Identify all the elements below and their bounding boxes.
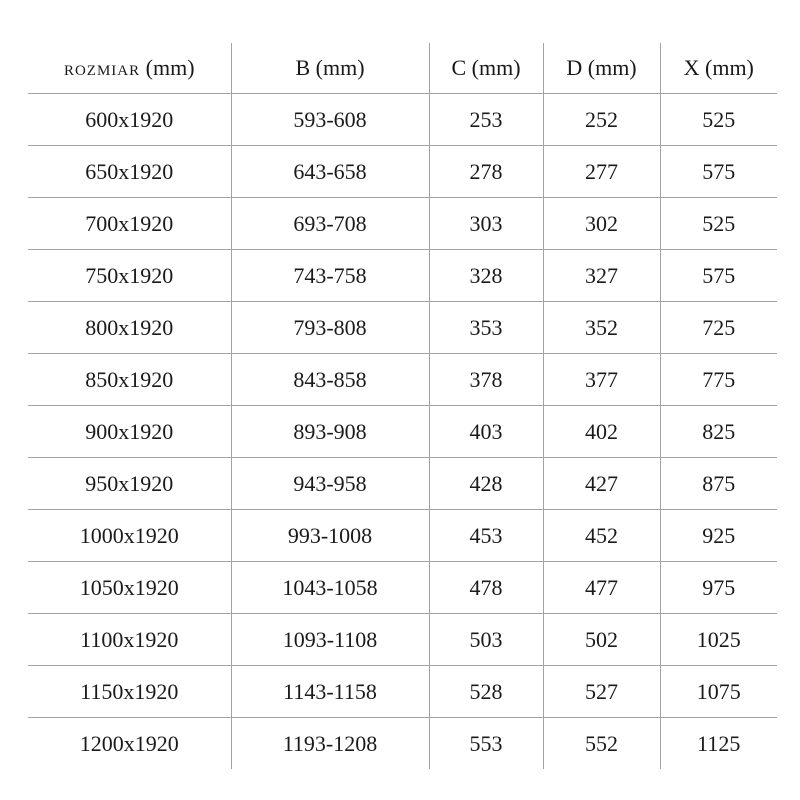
table-row: 1000x1920 993-1008 453 452 925 — [28, 509, 777, 562]
table-cell: 478 — [429, 561, 544, 614]
table-row: 850x1920 843-858 378 377 775 — [28, 353, 777, 406]
header-label: ROZMIAR — [63, 63, 141, 79]
table-cell: 253 — [429, 93, 544, 146]
table-cell: 502 — [543, 613, 661, 666]
dimension-spec-table: ROZMIAR (mm) B (mm) C (mm) D (mm) X (mm) 600… — [28, 43, 777, 769]
table-cell: 1043-1058 — [231, 561, 430, 614]
table-cell: 575 — [660, 145, 777, 198]
table-cell: 750x1920 — [28, 249, 232, 302]
header-unit: (mm) — [471, 55, 521, 80]
header-cell-c: C (mm) — [429, 43, 544, 94]
table-row: 950x1920 943-958 428 427 875 — [28, 457, 777, 510]
header-unit: (mm) — [705, 55, 754, 80]
table-cell: 850x1920 — [28, 353, 232, 406]
table-cell: 1050x1920 — [28, 561, 232, 614]
header-row: ROZMIAR (mm) B (mm) C (mm) D (mm) X (mm) — [28, 43, 777, 94]
table-cell: 1100x1920 — [28, 613, 232, 666]
table-cell: 943-958 — [231, 457, 430, 510]
table-cell: 575 — [660, 249, 777, 302]
table-cell: 378 — [429, 353, 544, 406]
table-cell: 353 — [429, 301, 544, 354]
table-cell: 428 — [429, 457, 544, 510]
table-cell: 893-908 — [231, 405, 430, 458]
table-row: 650x1920 643-658 278 277 575 — [28, 145, 777, 198]
table-cell: 643-658 — [231, 145, 430, 198]
table-cell: 1000x1920 — [28, 509, 232, 562]
table-cell: 303 — [429, 197, 544, 250]
table-cell: 1093-1108 — [231, 613, 430, 666]
header-cell-b: B (mm) — [231, 43, 430, 94]
table-cell: 1075 — [660, 665, 777, 718]
table-cell: 993-1008 — [231, 509, 430, 562]
table-cell: 875 — [660, 457, 777, 510]
header-cell-x: X (mm) — [660, 43, 777, 94]
table-cell: 1150x1920 — [28, 665, 232, 718]
table-row: 1200x1920 1193-1208 553 552 1125 — [28, 717, 777, 769]
table-cell: 278 — [429, 145, 544, 198]
table-cell: 328 — [429, 249, 544, 302]
table-cell: 775 — [660, 353, 777, 406]
table-cell: 277 — [543, 145, 661, 198]
table-cell: 453 — [429, 509, 544, 562]
table-cell: 525 — [660, 93, 777, 146]
table-cell: 403 — [429, 405, 544, 458]
table-cell: 975 — [660, 561, 777, 614]
table-row: 1050x1920 1043-1058 478 477 975 — [28, 561, 777, 614]
table-body: 600x1920 593-608 253 252 525 650x1920 643-658 2… — [28, 93, 777, 769]
table-cell: 743-758 — [231, 249, 430, 302]
table-cell: 252 — [543, 93, 661, 146]
table-row: 600x1920 593-608 253 252 525 — [28, 93, 777, 146]
table-row: 750x1920 743-758 328 327 575 — [28, 249, 777, 302]
table-cell: 843-858 — [231, 353, 430, 406]
table-cell: 693-708 — [231, 197, 430, 250]
table-cell: 1143-1158 — [231, 665, 430, 718]
table-cell: 1125 — [697, 730, 741, 756]
table-cell: 528 — [429, 665, 544, 718]
header-cell-rozmiar: ROZMIAR (mm) — [28, 43, 232, 94]
table-cell: 553 — [429, 717, 544, 769]
table-cell: 793-808 — [231, 301, 430, 354]
table-cell: 650x1920 — [28, 145, 232, 198]
table-cell: 525 — [660, 197, 777, 250]
table-cell: 477 — [543, 561, 661, 614]
table-cell: 1200x1920 — [28, 717, 232, 769]
table-cell: 1025 — [660, 613, 777, 666]
table-cell: 950x1920 — [28, 457, 232, 510]
table-cell: 503 — [429, 613, 544, 666]
table-row: 1100x1920 1093-1108 503 502 1025 — [28, 613, 777, 666]
table-row: 1150x1920 1143-1158 528 527 1075 — [28, 665, 777, 718]
table-cell: 527 — [543, 665, 661, 718]
table-cell: 302 — [543, 197, 661, 250]
table-cell: 402 — [543, 405, 661, 458]
table-cell: 700x1920 — [28, 197, 232, 250]
table-cell: 452 — [543, 509, 661, 562]
header-label: X — [683, 55, 700, 80]
table-cell: 327 — [543, 249, 661, 302]
header-label: D — [566, 55, 583, 80]
table-cell: 1193-1208 — [231, 717, 430, 769]
table-cell: 352 — [543, 301, 661, 354]
header-label: B — [295, 55, 311, 80]
header-unit: (mm) — [315, 55, 365, 80]
table-cell: 800x1920 — [28, 301, 232, 354]
header-label: C — [451, 55, 467, 80]
table-row: 900x1920 893-908 403 402 825 — [28, 405, 777, 458]
header-cell-d: D (mm) — [543, 43, 661, 94]
table-cell: 900x1920 — [28, 405, 232, 458]
table-cell: 552 — [543, 717, 661, 769]
header-unit: (mm) — [145, 55, 195, 80]
table-head: ROZMIAR (mm) B (mm) C (mm) D (mm) X (mm) — [28, 43, 777, 94]
table-row: 800x1920 793-808 353 352 725 — [28, 301, 777, 354]
table-cell: 725 — [660, 301, 777, 354]
table-cell: 427 — [543, 457, 661, 510]
table-cell: 925 — [660, 509, 777, 562]
table-cell: 377 — [543, 353, 661, 406]
table-cell: 593-608 — [231, 93, 430, 146]
table-cell: 600x1920 — [28, 93, 232, 146]
table-row: 700x1920 693-708 303 302 525 — [28, 197, 777, 250]
table-cell: 825 — [660, 405, 777, 458]
header-unit: (mm) — [587, 55, 637, 80]
